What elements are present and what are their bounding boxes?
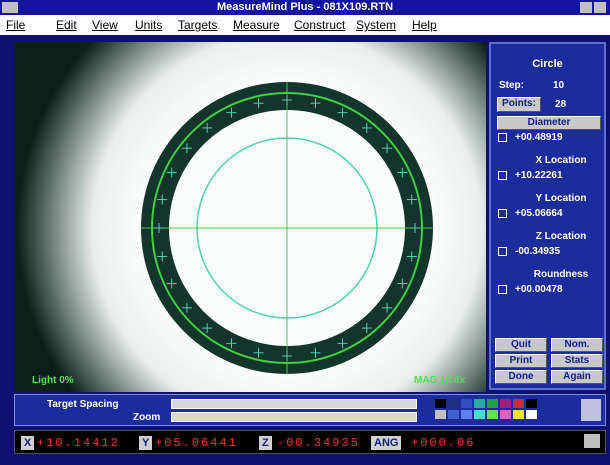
palette-swatch[interactable] bbox=[435, 410, 446, 419]
status-value: +10.14412 bbox=[37, 436, 120, 450]
palette-swatch[interactable] bbox=[487, 399, 498, 408]
result-value: +10.22261 bbox=[515, 170, 563, 181]
result-label: Y Location bbox=[521, 193, 601, 204]
zoom-slider[interactable] bbox=[171, 412, 417, 422]
menu-item[interactable]: Help bbox=[412, 18, 437, 32]
step-label: Step: bbox=[499, 80, 524, 91]
panel-button[interactable]: Stats bbox=[551, 354, 603, 368]
result-value: +05.06664 bbox=[515, 208, 563, 219]
menu-item[interactable]: Edit bbox=[56, 18, 77, 32]
spacing-slider[interactable] bbox=[171, 399, 417, 409]
palette-swatch[interactable] bbox=[435, 399, 446, 408]
menu-item[interactable]: Measure bbox=[233, 18, 280, 32]
status-value: +000.06 bbox=[411, 436, 475, 450]
status-label: ANG bbox=[371, 436, 401, 450]
status-bar: X+10.14412 Y+05.06441 Z -00.34935 ANG +000.06 bbox=[14, 430, 606, 454]
status-value: -00.34935 bbox=[277, 436, 360, 450]
result-checkbox[interactable] bbox=[498, 209, 507, 218]
status-label: Y bbox=[139, 436, 152, 450]
result-value: +00.00478 bbox=[515, 284, 563, 295]
target-tool[interactable] bbox=[581, 399, 601, 421]
result-label: Roundness bbox=[521, 269, 601, 280]
step-value: 10 bbox=[553, 80, 564, 91]
palette-swatch[interactable] bbox=[474, 399, 485, 408]
palette-swatch[interactable] bbox=[513, 410, 524, 419]
result-label: X Location bbox=[521, 155, 601, 166]
palette-swatch[interactable] bbox=[474, 410, 485, 419]
palette-swatch[interactable] bbox=[500, 410, 511, 419]
target-spacing-label: Target Spacing bbox=[47, 399, 119, 410]
status-label: Z bbox=[259, 436, 272, 450]
control-bar: Target Spacing Zoom bbox=[14, 394, 606, 426]
menu-item[interactable]: Units bbox=[135, 18, 162, 32]
feature-name: Circle bbox=[491, 58, 604, 70]
results-panel: Circle Step: 10 Points: 28 Diameter +00.4… bbox=[489, 42, 606, 390]
points-button[interactable]: Points: bbox=[497, 97, 541, 112]
camera-image bbox=[14, 42, 486, 392]
palette-swatch[interactable] bbox=[461, 410, 472, 419]
panel-button[interactable]: Print bbox=[495, 354, 547, 368]
panel-button[interactable]: Quit bbox=[495, 338, 547, 352]
light-level: Light 0% bbox=[32, 375, 74, 386]
print-icon[interactable] bbox=[584, 434, 600, 448]
panel-button[interactable]: Again bbox=[551, 370, 603, 384]
app-window: MeasureMind Plus - 081X109.RTN File Edit V… bbox=[0, 0, 610, 465]
title-bar: MeasureMind Plus - 081X109.RTN bbox=[0, 0, 610, 15]
menu-item[interactable]: Targets bbox=[178, 18, 217, 32]
palette-swatch[interactable] bbox=[500, 399, 511, 408]
menu-item[interactable]: File bbox=[6, 18, 25, 32]
result-checkbox[interactable] bbox=[498, 247, 507, 256]
maximize[interactable] bbox=[594, 2, 606, 13]
result-checkbox[interactable] bbox=[498, 285, 507, 294]
palette-swatch[interactable] bbox=[513, 399, 524, 408]
menu-item[interactable]: View bbox=[92, 18, 118, 32]
status-value: +05.06441 bbox=[155, 436, 238, 450]
page: MeasureMind Plus - 081X109.RTN File Edit V… bbox=[0, 0, 610, 465]
zoom-label: Zoom bbox=[133, 412, 160, 423]
result-label: Z Location bbox=[521, 231, 601, 242]
menu-item[interactable]: System bbox=[356, 18, 396, 32]
magnification: MAG 10.6x bbox=[414, 375, 465, 386]
system-menu[interactable] bbox=[2, 2, 18, 13]
menu-item[interactable]: Construct bbox=[294, 18, 345, 32]
palette-swatch[interactable] bbox=[448, 399, 459, 408]
result-value: +00.48919 bbox=[515, 132, 563, 143]
palette-swatch[interactable] bbox=[526, 410, 537, 419]
panel-button[interactable]: Done bbox=[495, 370, 547, 384]
minimize[interactable] bbox=[580, 2, 592, 13]
result-checkbox[interactable] bbox=[498, 133, 507, 142]
palette-swatch[interactable] bbox=[448, 410, 459, 419]
measure-button[interactable]: Diameter bbox=[497, 116, 601, 130]
palette-swatch[interactable] bbox=[526, 399, 537, 408]
points-value: 28 bbox=[555, 99, 566, 110]
palette-swatch[interactable] bbox=[461, 399, 472, 408]
menu-bar: File Edit View Units Targets Measure Construct… bbox=[0, 15, 610, 35]
palette-swatch[interactable] bbox=[487, 410, 498, 419]
status-label: X bbox=[21, 436, 34, 450]
result-checkbox[interactable] bbox=[498, 171, 507, 180]
panel-button[interactable]: Nom. bbox=[551, 338, 603, 352]
result-value: -00.34935 bbox=[515, 246, 560, 257]
camera-view: Light 0% MAG 10.6x bbox=[14, 42, 486, 392]
